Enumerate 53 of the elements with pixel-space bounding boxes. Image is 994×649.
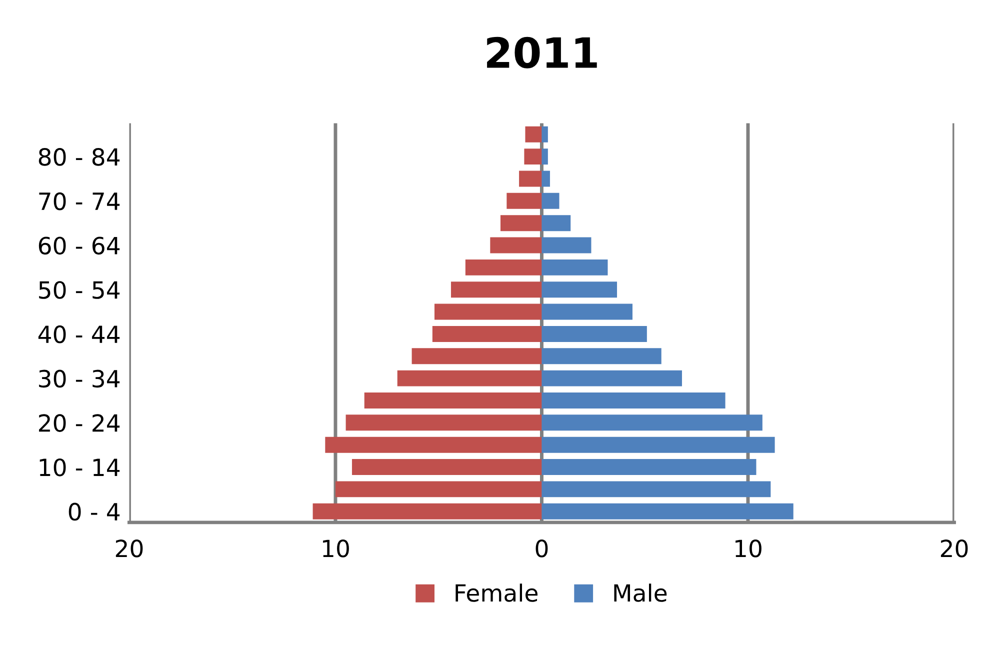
bar [465, 259, 542, 276]
y-tick-label: 10 - 14 [40, 458, 120, 476]
bar [500, 215, 542, 232]
bar [542, 304, 632, 320]
bar [542, 170, 550, 187]
bar [542, 282, 618, 298]
bar [325, 436, 542, 453]
bar [542, 326, 647, 342]
bar [346, 414, 542, 431]
x-tick-label: 10 [736, 540, 762, 558]
bar [542, 192, 560, 209]
y-tick-label: 70 - 74 [39, 192, 120, 210]
bar [335, 481, 542, 498]
y-tick-label: 0 - 4 [68, 502, 120, 521]
bar [506, 192, 542, 209]
bar [450, 282, 542, 298]
x-tick-label: 0 [536, 540, 548, 558]
y-tick-label: 30 - 34 [39, 370, 120, 388]
bar [542, 259, 608, 276]
bar [542, 414, 762, 431]
bar [412, 348, 542, 364]
legend-label: Male [614, 584, 667, 602]
bar [542, 215, 571, 232]
bar [519, 170, 542, 187]
bar [542, 148, 548, 165]
bar [542, 126, 548, 142]
x-tick-label: 20 [940, 540, 968, 558]
y-tick-label: 60 - 64 [38, 236, 120, 255]
bar [312, 503, 542, 520]
bar [524, 148, 542, 165]
x-tick-label: 20 [116, 540, 143, 558]
y-tick-label: 40 - 44 [38, 325, 120, 344]
bar [525, 126, 542, 142]
bar [542, 503, 794, 520]
y-tick-label: 50 - 54 [39, 281, 120, 299]
bar [542, 237, 592, 254]
bar [542, 392, 726, 408]
bar [352, 459, 542, 475]
bar [542, 436, 775, 453]
x-tick-label: 10 [323, 540, 349, 558]
chart-title: 2011 [487, 36, 597, 68]
y-tick-label: 80 - 84 [38, 148, 120, 166]
bar [542, 481, 771, 498]
bar [397, 370, 542, 386]
bar [542, 459, 756, 475]
bar [364, 392, 542, 408]
legend-label: Female [456, 584, 538, 602]
bar [542, 370, 682, 386]
bar [490, 237, 542, 254]
y-tick-label: 20 - 24 [39, 414, 120, 432]
bar [432, 326, 542, 342]
bar [542, 348, 662, 364]
bar [434, 304, 542, 320]
